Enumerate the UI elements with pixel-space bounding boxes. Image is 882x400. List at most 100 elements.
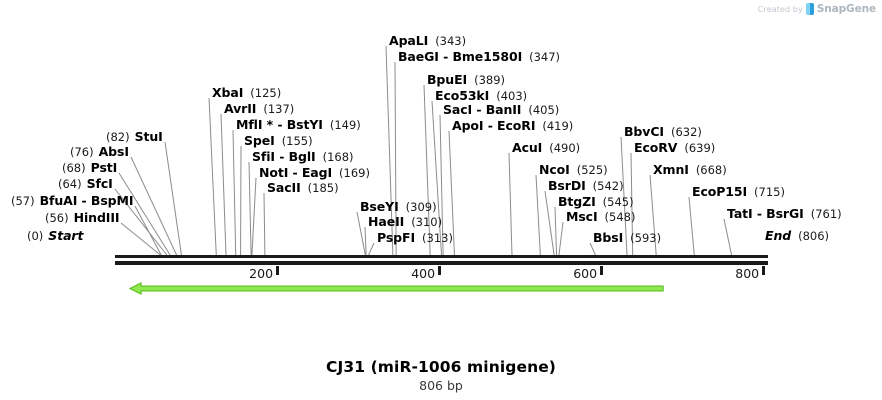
site-label-eco53ki[interactable]: Eco53kI (403) xyxy=(435,89,527,103)
site-label-bsrdi-enzyme: BsrDI xyxy=(548,178,586,193)
site-label-sfci-position: (64) xyxy=(58,177,82,191)
watermark-created-by-text: Created by xyxy=(757,4,803,14)
watermark-brand-text: SnapGene xyxy=(816,3,876,15)
leader-line-sacii xyxy=(263,192,266,256)
leader-line-pspfi xyxy=(368,242,375,256)
site-label-msci-position: (548) xyxy=(604,210,636,224)
site-label-apoi-ecori[interactable]: ApoI - EcoRI (419) xyxy=(452,119,573,133)
ruler-label-200: 200 xyxy=(249,266,274,281)
site-label-pspfi-enzyme: PspFI xyxy=(377,230,416,245)
leader-line-apoi-ecori xyxy=(448,130,455,256)
site-label-ecorv[interactable]: EcoRV (639) xyxy=(634,141,715,155)
site-label-ecop15i[interactable]: EcoP15I (715) xyxy=(692,185,785,199)
site-label-acui-enzyme: AcuI xyxy=(512,140,543,155)
snapgene-watermark: Created by SnapGene xyxy=(758,3,876,15)
snapgene-logo-icon xyxy=(805,3,814,15)
site-label-ecorv-enzyme: EcoRV xyxy=(634,140,678,155)
site-label-baegi-bme1580i-enzyme: BaeGI - Bme1580I xyxy=(398,49,523,64)
ruler-label-600: 600 xyxy=(573,266,598,281)
site-label-msci-enzyme: MscI xyxy=(566,209,598,224)
site-label-end-enzyme: End xyxy=(765,228,792,243)
site-label-apali[interactable]: ApaLI (343) xyxy=(389,34,466,48)
leader-line-mfli-bstyi xyxy=(232,129,237,256)
ruler-tick-200 xyxy=(276,266,280,275)
leader-line-noti-eagi xyxy=(251,177,257,256)
leader-line-bbvci xyxy=(620,136,628,256)
site-label-xmni[interactable]: XmnI (668) xyxy=(653,163,727,177)
site-label-sfii-bgli-position: (168) xyxy=(322,150,354,164)
site-label-avrii[interactable]: AvrII (137) xyxy=(224,102,294,116)
site-label-mfli-bstyi[interactable]: MflI * - BstYI (149) xyxy=(236,118,361,132)
site-label-pspfi-position: (313) xyxy=(422,231,453,245)
site-label-sacii-position: (185) xyxy=(307,181,339,195)
site-label-haeii-enzyme: HaeII xyxy=(368,214,405,229)
site-label-bfuai-bspmi[interactable]: (57) BfuAI - BspMI xyxy=(11,193,134,208)
site-label-sacii[interactable]: SacII (185) xyxy=(267,181,339,195)
site-label-bbvci-enzyme: BbvCI xyxy=(624,124,664,139)
site-label-start[interactable]: (0) Start xyxy=(27,229,83,243)
site-label-bbsi-position: (593) xyxy=(630,231,662,245)
leader-line-bseyi xyxy=(356,211,366,256)
site-label-msci[interactable]: MscI (548) xyxy=(566,210,635,224)
site-label-xbai[interactable]: XbaI (125) xyxy=(212,86,281,100)
site-label-apali-enzyme: ApaLI xyxy=(389,33,429,48)
leader-lines-group xyxy=(114,45,733,256)
site-label-bpuei-position: (389) xyxy=(474,73,506,87)
site-label-psti-enzyme: PstI xyxy=(90,160,118,175)
site-label-tati-bsrgi[interactable]: TatI - BsrGI (761) xyxy=(727,207,842,221)
site-label-bbvci[interactable]: BbvCI (632) xyxy=(624,125,702,139)
site-label-end[interactable]: End (806) xyxy=(765,229,829,243)
leader-line-saci-banii xyxy=(439,114,444,256)
site-label-saci-banii[interactable]: SacI - BanII (405) xyxy=(443,103,559,117)
site-label-bsrdi-position: (542) xyxy=(592,179,624,193)
site-label-hindiii[interactable]: (56) HindIII xyxy=(45,210,120,225)
site-label-avrii-position: (137) xyxy=(263,102,295,116)
site-label-acui[interactable]: AcuI (490) xyxy=(512,141,580,155)
site-label-stui[interactable]: (82) StuI xyxy=(106,130,163,144)
site-label-eco53ki-enzyme: Eco53kI xyxy=(435,88,490,103)
feature-arrow-mir1006[interactable] xyxy=(128,282,664,295)
site-label-bbsi[interactable]: BbsI (593) xyxy=(593,231,661,245)
site-label-ecop15i-enzyme: EcoP15I xyxy=(692,184,748,199)
site-label-tati-bsrgi-enzyme: TatI - BsrGI xyxy=(727,206,804,221)
leader-line-ecop15i xyxy=(688,196,695,256)
site-label-haeii[interactable]: HaeII (310) xyxy=(368,215,442,229)
site-label-bpuei-enzyme: BpuEI xyxy=(427,72,468,87)
site-label-noti-eagi[interactable]: NotI - EagI (169) xyxy=(259,166,370,180)
site-label-sfii-bgli[interactable]: SfiI - BglI (168) xyxy=(252,150,354,164)
site-label-apoi-ecori-enzyme: ApoI - EcoRI xyxy=(452,118,536,133)
site-label-bbvci-position: (632) xyxy=(670,125,702,139)
site-label-bsrdi[interactable]: BsrDI (542) xyxy=(548,179,624,193)
site-label-baegi-bme1580i[interactable]: BaeGI - Bme1580I (347) xyxy=(398,50,560,64)
site-label-absi-enzyme: AbsI xyxy=(98,144,129,159)
site-label-absi-position: (76) xyxy=(70,145,94,159)
leader-line-xmni xyxy=(649,174,657,256)
leader-line-eco53ki xyxy=(431,100,442,256)
site-label-spei-enzyme: SpeI xyxy=(244,133,275,148)
site-label-spei[interactable]: SpeI (155) xyxy=(244,134,313,148)
leader-line-bsrdi xyxy=(544,190,555,256)
site-label-bpuei[interactable]: BpuEI (389) xyxy=(427,73,505,87)
site-label-psti[interactable]: (68) PstI xyxy=(62,161,117,175)
site-label-bseyi[interactable]: BseYI (309) xyxy=(360,200,437,214)
leader-line-ncoi xyxy=(535,174,541,256)
site-label-bfuai-bspmi-enzyme: BfuAI - BspMI xyxy=(39,193,134,208)
leader-line-sfii-bgli xyxy=(248,161,252,256)
ruler-tick-600 xyxy=(600,266,604,275)
site-label-saci-banii-position: (405) xyxy=(528,103,560,117)
site-label-xbai-position: (125) xyxy=(250,86,282,100)
site-label-ncoi[interactable]: NcoI (525) xyxy=(539,163,608,177)
site-label-sfci[interactable]: (64) SfcI xyxy=(58,177,113,191)
site-label-absi[interactable]: (76) AbsI xyxy=(70,145,129,159)
site-label-noti-eagi-position: (169) xyxy=(339,166,370,180)
site-label-bfuai-bspmi-position: (57) xyxy=(11,194,35,208)
ruler-label-800: 800 xyxy=(735,266,760,281)
site-label-pspfi[interactable]: PspFI (313) xyxy=(377,231,453,245)
site-label-noti-eagi-enzyme: NotI - EagI xyxy=(259,165,333,180)
site-labels-layer: (0) Start (56) HindIII (57) BfuAI - BspMI (64)… xyxy=(11,34,842,245)
site-label-start-enzyme: Start xyxy=(48,228,84,243)
site-label-btgzi-enzyme: BtgZI xyxy=(558,194,596,209)
site-label-btgzi[interactable]: BtgZI (545) xyxy=(558,195,634,209)
site-label-hindiii-enzyme: HindIII xyxy=(73,210,120,225)
leader-line-tati-bsrgi xyxy=(723,218,733,256)
